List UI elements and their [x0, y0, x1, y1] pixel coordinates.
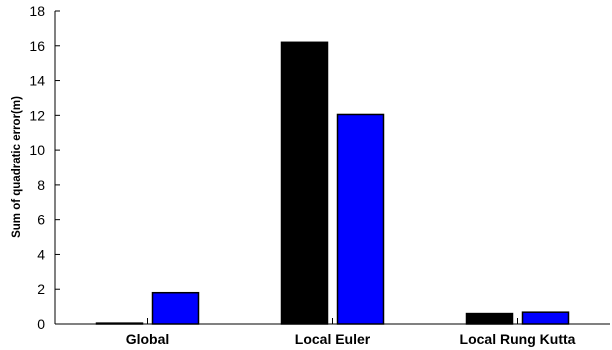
bar	[465, 312, 514, 325]
y-tick-label: 14	[29, 73, 45, 89]
y-tick-label: 12	[29, 107, 45, 123]
bar	[95, 322, 144, 325]
y-axis-title: Sum of quadratic error(m)	[11, 96, 23, 238]
y-tick-label: 18	[29, 3, 45, 19]
y-axis-title-group: Sum of quadratic error(m)	[11, 96, 23, 238]
y-tick-label: 16	[29, 38, 45, 54]
axes: 0 2 4 6 8 10 12 14 16 18	[29, 3, 610, 332]
y-tick-label: 6	[37, 212, 45, 228]
y-tick-label: 10	[29, 142, 45, 158]
y-tick-label: 8	[37, 177, 45, 193]
x-category-label: Global	[126, 331, 170, 347]
x-category-label: Local Euler	[295, 331, 371, 347]
y-tick-label: 4	[37, 246, 45, 262]
y-tick-label: 2	[37, 281, 45, 297]
bar	[280, 41, 329, 325]
y-tick-label: 0	[37, 316, 45, 332]
bars	[95, 41, 570, 325]
x-category-label: Local Rung Kutta	[460, 331, 576, 347]
category-labels: Global Local Euler Local Rung Kutta	[126, 331, 576, 347]
bar	[151, 291, 200, 325]
bar	[336, 113, 385, 325]
bar	[521, 311, 570, 325]
